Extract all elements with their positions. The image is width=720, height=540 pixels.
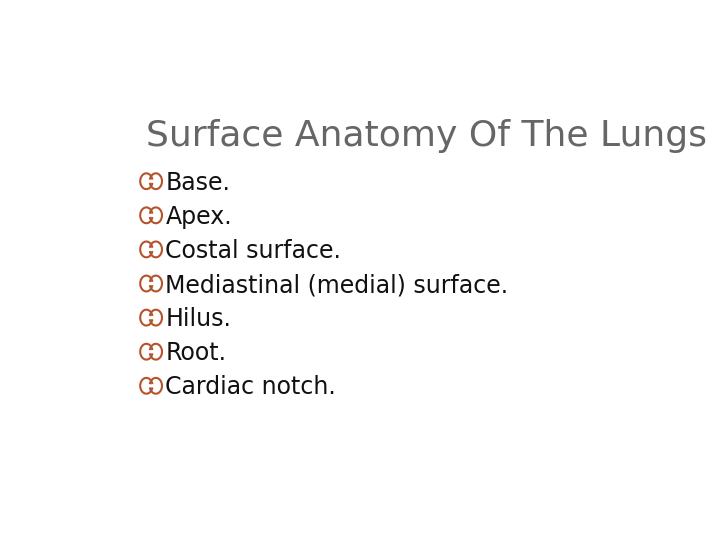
Text: Root.: Root. [166,341,226,365]
Text: Surface Anatomy Of The Lungs: Surface Anatomy Of The Lungs [145,119,707,153]
Text: Costal surface.: Costal surface. [166,239,341,263]
Text: Base.: Base. [166,171,230,195]
Text: Apex.: Apex. [166,205,232,229]
Text: Cardiac notch.: Cardiac notch. [166,375,336,400]
Text: Mediastinal (medial) surface.: Mediastinal (medial) surface. [166,273,508,297]
Text: Hilus.: Hilus. [166,307,231,331]
